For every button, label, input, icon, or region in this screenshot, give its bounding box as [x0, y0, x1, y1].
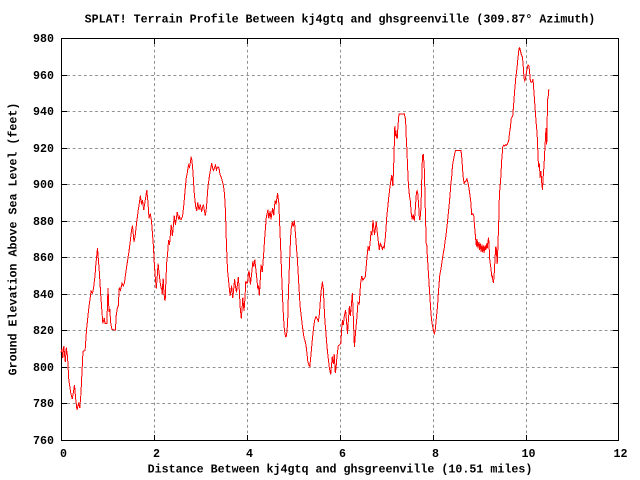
svg-text:4: 4 [246, 447, 253, 461]
svg-text:860: 860 [33, 251, 54, 265]
svg-text:960: 960 [33, 69, 54, 83]
svg-text:Distance Between kj4gtq and gh: Distance Between kj4gtq and ghsgreenvill… [148, 463, 533, 477]
svg-text:0: 0 [60, 447, 67, 461]
svg-text:8: 8 [432, 447, 439, 461]
svg-text:980: 980 [33, 32, 54, 46]
svg-text:900: 900 [33, 178, 54, 192]
svg-text:940: 940 [33, 105, 54, 119]
svg-text:6: 6 [339, 447, 346, 461]
svg-text:2: 2 [153, 447, 160, 461]
svg-text:800: 800 [33, 361, 54, 375]
svg-text:12: 12 [614, 447, 628, 461]
svg-text:880: 880 [33, 215, 54, 229]
svg-text:820: 820 [33, 324, 54, 338]
svg-text:780: 780 [33, 397, 54, 411]
svg-text:SPLAT! Terrain Profile Between: SPLAT! Terrain Profile Between kj4gtq an… [85, 13, 596, 27]
svg-text:Ground Elevation Above Sea Lev: Ground Elevation Above Sea Level (feet) [7, 103, 21, 376]
svg-text:920: 920 [33, 142, 54, 156]
svg-text:760: 760 [33, 434, 54, 448]
svg-text:840: 840 [33, 288, 54, 302]
svg-text:10: 10 [522, 447, 536, 461]
